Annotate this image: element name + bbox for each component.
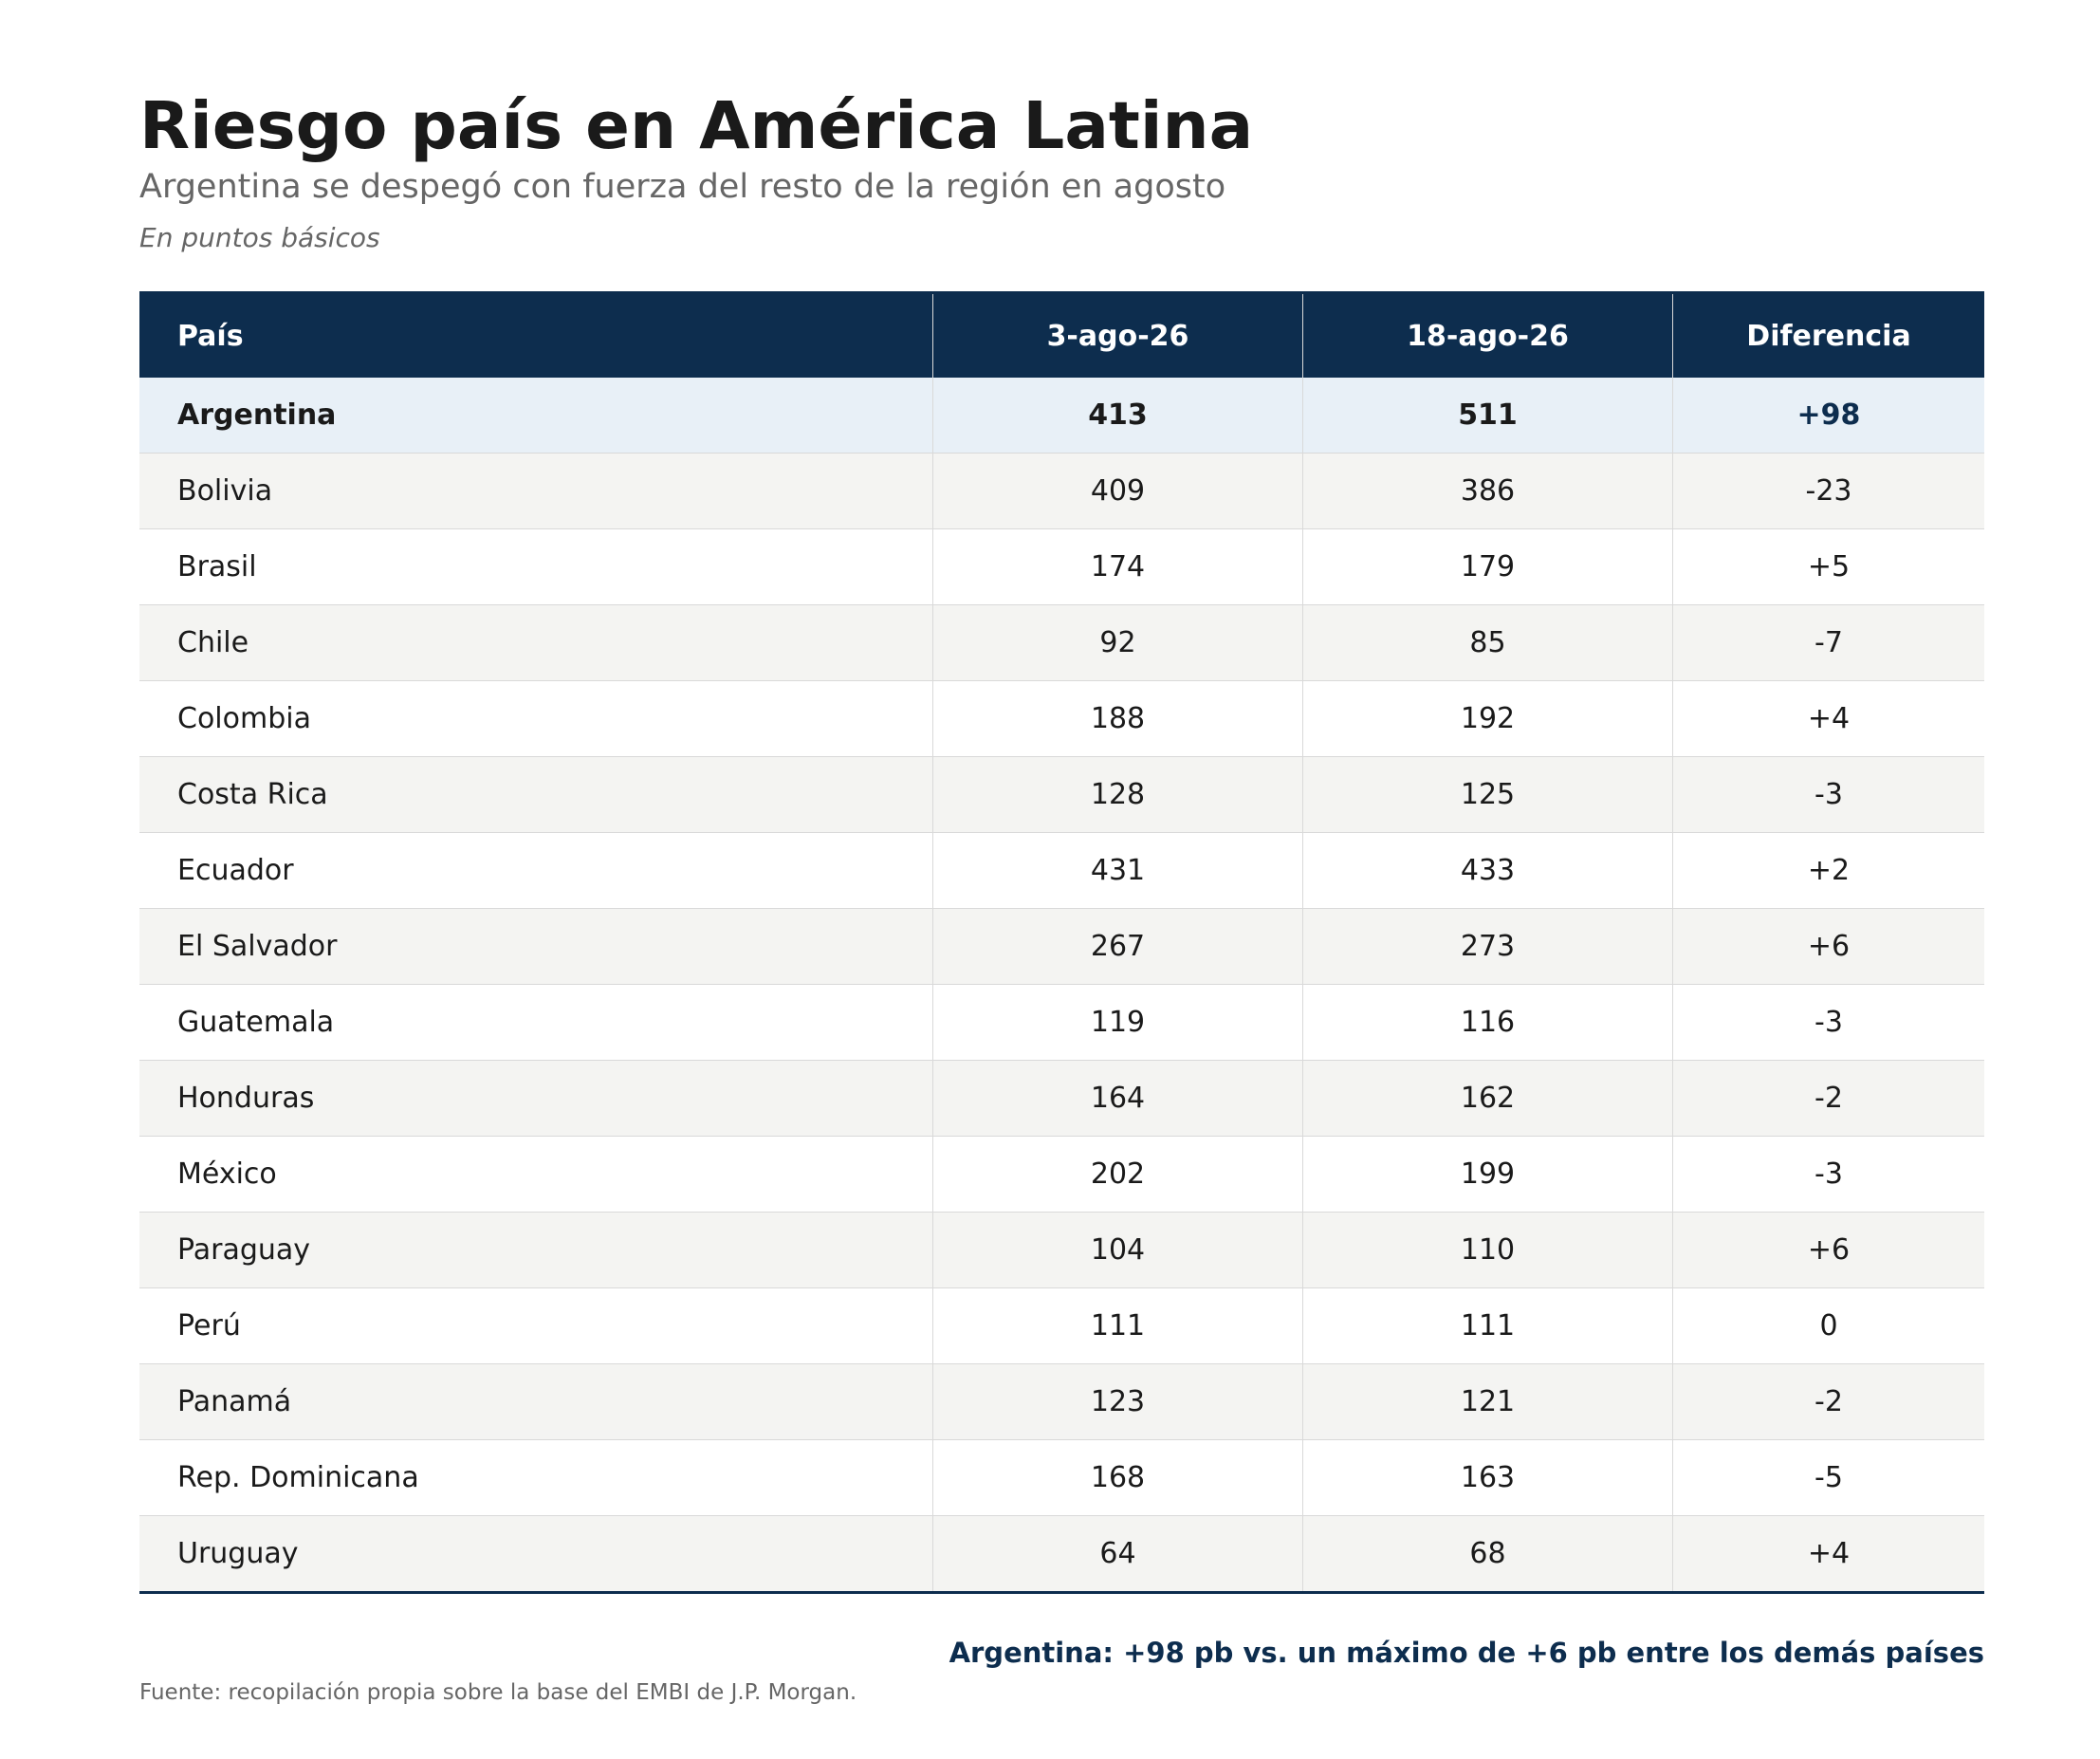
difference-cell: -2: [1672, 1060, 1984, 1137]
difference-cell: +4: [1672, 680, 1984, 757]
table-row: Rep. Dominicana 168 163 -5: [139, 1439, 1984, 1516]
value-aug18-cell: 111: [1302, 1287, 1673, 1364]
value-aug3-cell: 123: [932, 1363, 1303, 1440]
difference-cell: +6: [1672, 1212, 1984, 1288]
units-note: En puntos básicos: [139, 222, 380, 253]
country-cell: Ecuador: [139, 832, 933, 909]
difference-cell: +5: [1672, 528, 1984, 605]
table-row: Ecuador 431 433 +2: [139, 832, 1984, 909]
column-header-country: País: [139, 291, 933, 378]
country-cell: Rep. Dominicana: [139, 1439, 933, 1516]
table-row: Bolivia 409 386 -23: [139, 453, 1984, 529]
difference-cell: -23: [1672, 453, 1984, 529]
table-row: Costa Rica 128 125 -3: [139, 756, 1984, 833]
difference-cell: -3: [1672, 1136, 1984, 1213]
table-row: Brasil 174 179 +5: [139, 528, 1984, 605]
table-row: México 202 199 -3: [139, 1136, 1984, 1213]
value-aug3-cell: 64: [932, 1515, 1303, 1594]
value-aug18-cell: 116: [1302, 984, 1673, 1061]
value-aug18-cell: 125: [1302, 756, 1673, 833]
country-cell: Colombia: [139, 680, 933, 757]
value-aug18-cell: 199: [1302, 1136, 1673, 1213]
country-cell: Brasil: [139, 528, 933, 605]
value-aug3-cell: 92: [932, 604, 1303, 681]
value-aug3-cell: 202: [932, 1136, 1303, 1213]
table-row: Chile 92 85 -7: [139, 604, 1984, 681]
country-cell: Perú: [139, 1287, 933, 1364]
difference-cell: -3: [1672, 756, 1984, 833]
country-cell: Guatemala: [139, 984, 933, 1061]
country-cell: Costa Rica: [139, 756, 933, 833]
value-aug18-cell: 273: [1302, 908, 1673, 985]
value-aug3-cell: 128: [932, 756, 1303, 833]
country-cell: Panamá: [139, 1363, 933, 1440]
value-aug18-cell: 162: [1302, 1060, 1673, 1137]
value-aug18-cell: 511: [1302, 378, 1673, 454]
value-aug18-cell: 121: [1302, 1363, 1673, 1440]
value-aug18-cell: 433: [1302, 832, 1673, 909]
table-body: Argentina 413 511 +98 Bolivia 409 386 -23 Brasil…: [139, 378, 1984, 1594]
chart-subtitle: Argentina se despegó con fuerza del rest…: [139, 168, 1226, 206]
value-aug3-cell: 431: [932, 832, 1303, 909]
value-aug18-cell: 163: [1302, 1439, 1673, 1516]
country-cell: Honduras: [139, 1060, 933, 1137]
value-aug3-cell: 119: [932, 984, 1303, 1061]
table-row: Colombia 188 192 +4: [139, 680, 1984, 757]
value-aug18-cell: 179: [1302, 528, 1673, 605]
value-aug18-cell: 68: [1302, 1515, 1673, 1594]
source-note: Fuente: recopilación propia sobre la bas…: [139, 1680, 857, 1705]
table-row: Guatemala 119 116 -3: [139, 984, 1984, 1061]
country-cell: El Salvador: [139, 908, 933, 985]
value-aug3-cell: 413: [932, 378, 1303, 454]
value-aug3-cell: 104: [932, 1212, 1303, 1288]
difference-cell: 0: [1672, 1287, 1984, 1364]
difference-cell: +4: [1672, 1515, 1984, 1594]
value-aug3-cell: 409: [932, 453, 1303, 529]
country-cell: Paraguay: [139, 1212, 933, 1288]
difference-cell: -7: [1672, 604, 1984, 681]
table-row: Paraguay 104 110 +6: [139, 1212, 1984, 1288]
table-row: El Salvador 267 273 +6: [139, 908, 1984, 985]
argentina-callout: Argentina: +98 pb vs. un máximo de +6 pb…: [949, 1637, 1984, 1669]
value-aug18-cell: 192: [1302, 680, 1673, 757]
table-row: Honduras 164 162 -2: [139, 1060, 1984, 1137]
value-aug3-cell: 168: [932, 1439, 1303, 1516]
country-cell: México: [139, 1136, 933, 1213]
table-row: Perú 111 111 0: [139, 1287, 1984, 1364]
country-cell: Chile: [139, 604, 933, 681]
difference-cell: -3: [1672, 984, 1984, 1061]
table-row: Panamá 123 121 -2: [139, 1363, 1984, 1440]
value-aug18-cell: 110: [1302, 1212, 1673, 1288]
country-cell: Bolivia: [139, 453, 933, 529]
difference-cell: -5: [1672, 1439, 1984, 1516]
column-header-difference: Diferencia: [1672, 291, 1984, 378]
value-aug3-cell: 174: [932, 528, 1303, 605]
country-cell: Argentina: [139, 378, 933, 454]
column-header-aug18: 18-ago-26: [1302, 291, 1673, 378]
value-aug18-cell: 386: [1302, 453, 1673, 529]
value-aug3-cell: 164: [932, 1060, 1303, 1137]
value-aug18-cell: 85: [1302, 604, 1673, 681]
table-row: Uruguay 64 68 +4: [139, 1515, 1984, 1594]
difference-cell: +98: [1672, 378, 1984, 454]
value-aug3-cell: 267: [932, 908, 1303, 985]
difference-cell: -2: [1672, 1363, 1984, 1440]
difference-cell: +2: [1672, 832, 1984, 909]
difference-cell: +6: [1672, 908, 1984, 985]
column-header-aug3: 3-ago-26: [932, 291, 1303, 378]
country-risk-table: País 3-ago-26 18-ago-26 Diferencia Argen…: [139, 291, 1984, 1594]
value-aug3-cell: 188: [932, 680, 1303, 757]
value-aug3-cell: 111: [932, 1287, 1303, 1364]
country-cell: Uruguay: [139, 1515, 933, 1594]
table-header-row: País 3-ago-26 18-ago-26 Diferencia: [139, 291, 1984, 378]
chart-title: Riesgo país en América Latina: [139, 88, 1254, 164]
table-row-highlight: Argentina 413 511 +98: [139, 378, 1984, 454]
